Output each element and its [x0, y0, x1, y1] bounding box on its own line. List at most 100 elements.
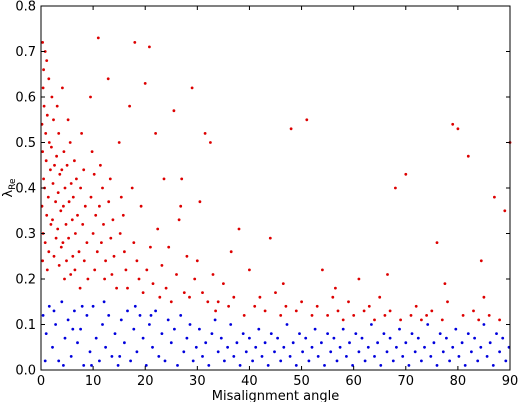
data-point: [416, 336, 420, 340]
data-point: [73, 268, 77, 272]
data-point: [119, 195, 123, 199]
data-point: [108, 177, 112, 181]
data-point: [373, 355, 376, 358]
data-point: [162, 177, 166, 181]
data-point: [304, 336, 308, 340]
data-point: [123, 250, 126, 254]
data-point: [85, 314, 89, 317]
data-point: [482, 323, 486, 326]
x-tick-label: 50: [293, 374, 310, 389]
data-point: [360, 336, 364, 340]
data-point: [248, 336, 251, 340]
data-point: [42, 104, 46, 108]
x-tick-label: 0: [37, 374, 45, 389]
data-point: [52, 254, 56, 258]
data-point: [57, 359, 61, 363]
x-tick-label: 70: [398, 374, 415, 389]
data-point: [80, 132, 83, 135]
data-point: [454, 327, 458, 331]
data-point: [285, 323, 289, 326]
data-point: [94, 213, 98, 217]
data-point: [435, 241, 439, 245]
data-point: [149, 245, 152, 249]
data-point: [45, 213, 49, 217]
data-point: [273, 350, 276, 354]
data-point: [79, 327, 82, 331]
data-point: [156, 227, 160, 231]
data-point: [307, 359, 311, 363]
data-point: [145, 268, 149, 272]
data-point: [410, 332, 414, 335]
data-point: [232, 355, 236, 358]
data-point: [64, 223, 68, 226]
data-point: [143, 82, 147, 85]
data-point: [83, 204, 87, 208]
data-point: [141, 336, 145, 340]
data-point: [214, 309, 218, 313]
data-point: [104, 259, 107, 263]
data-point: [388, 309, 392, 313]
data-point: [177, 218, 181, 222]
data-point: [345, 355, 348, 358]
data-point: [70, 218, 74, 222]
data-point: [113, 332, 117, 335]
data-point: [160, 264, 164, 267]
data-point: [65, 259, 68, 263]
data-point: [151, 345, 154, 349]
data-point: [357, 277, 361, 281]
data-point: [338, 345, 342, 349]
data-point: [52, 309, 56, 313]
data-point: [432, 341, 436, 345]
data-point: [279, 314, 283, 317]
data-point: [263, 341, 267, 345]
x-tick-label: 80: [450, 374, 467, 389]
data-point: [119, 318, 123, 322]
data-point: [41, 259, 44, 263]
data-point: [254, 345, 258, 349]
data-point: [477, 318, 481, 322]
data-point: [503, 209, 507, 213]
data-point: [310, 314, 314, 317]
data-point: [138, 314, 142, 317]
data-point: [472, 309, 475, 313]
y-tick-label: 0.8: [15, 0, 36, 15]
data-point: [93, 268, 97, 272]
data-point: [438, 332, 442, 335]
data-point: [99, 163, 102, 167]
data-point: [81, 223, 85, 226]
data-point: [207, 364, 211, 367]
data-point: [182, 350, 186, 354]
data-point: [382, 332, 386, 335]
data-point: [52, 118, 55, 122]
ticks-layer: 0 10 20 30 40 50 60 70 80 90 0.0 0.1 0.2 0.3 0.4 0.5 0.6…: [15, 0, 518, 389]
data-point: [118, 232, 122, 235]
data-point: [310, 345, 314, 349]
data-point: [45, 59, 49, 62]
data-point: [89, 195, 93, 199]
data-point: [385, 350, 389, 354]
data-point: [89, 95, 92, 99]
data-point: [75, 177, 78, 181]
data-point: [242, 314, 246, 317]
data-point: [61, 86, 64, 90]
data-point: [213, 318, 217, 322]
data-point: [66, 318, 70, 322]
data-point: [367, 304, 371, 308]
y-tick-label: 0.6: [15, 91, 36, 106]
data-point: [210, 332, 214, 335]
data-point: [76, 341, 79, 345]
data-point: [258, 295, 262, 299]
data-point: [456, 127, 460, 131]
data-point: [77, 250, 81, 254]
data-point: [102, 300, 106, 304]
data-point: [457, 355, 461, 358]
data-point: [85, 241, 89, 245]
data-point: [430, 309, 434, 313]
y-tick-label: 0.4: [15, 182, 36, 197]
data-point: [398, 327, 401, 331]
data-point: [501, 336, 505, 340]
data-point: [366, 345, 370, 349]
y-tick-label: 0.1: [15, 318, 36, 333]
data-point: [435, 364, 439, 367]
data-point: [216, 350, 220, 354]
